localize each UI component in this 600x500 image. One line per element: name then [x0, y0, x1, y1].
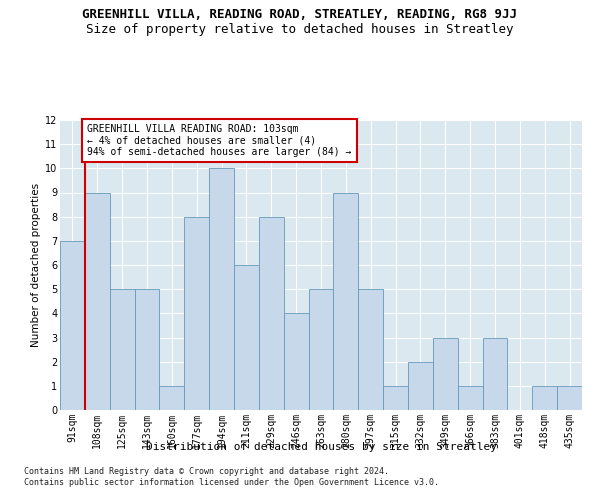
Bar	[209, 168, 234, 410]
Text: Size of property relative to detached houses in Streatley: Size of property relative to detached ho…	[86, 22, 514, 36]
Bar	[110, 289, 134, 410]
Bar	[383, 386, 408, 410]
Bar	[259, 216, 284, 410]
Bar	[160, 386, 184, 410]
Bar	[85, 192, 110, 410]
Bar	[334, 192, 358, 410]
Bar	[284, 314, 308, 410]
Bar	[433, 338, 458, 410]
Bar	[532, 386, 557, 410]
Text: GREENHILL VILLA, READING ROAD, STREATLEY, READING, RG8 9JJ: GREENHILL VILLA, READING ROAD, STREATLEY…	[83, 8, 517, 20]
Bar	[184, 216, 209, 410]
Bar	[557, 386, 582, 410]
Y-axis label: Number of detached properties: Number of detached properties	[31, 183, 41, 347]
Bar	[408, 362, 433, 410]
Bar	[458, 386, 482, 410]
Bar	[308, 289, 334, 410]
Bar	[134, 289, 160, 410]
Text: Distribution of detached houses by size in Streatley: Distribution of detached houses by size …	[146, 442, 497, 452]
Bar	[60, 241, 85, 410]
Bar	[482, 338, 508, 410]
Text: Contains HM Land Registry data © Crown copyright and database right 2024.
Contai: Contains HM Land Registry data © Crown c…	[24, 468, 439, 487]
Text: GREENHILL VILLA READING ROAD: 103sqm
← 4% of detached houses are smaller (4)
94%: GREENHILL VILLA READING ROAD: 103sqm ← 4…	[88, 124, 352, 157]
Bar	[358, 289, 383, 410]
Bar	[234, 265, 259, 410]
